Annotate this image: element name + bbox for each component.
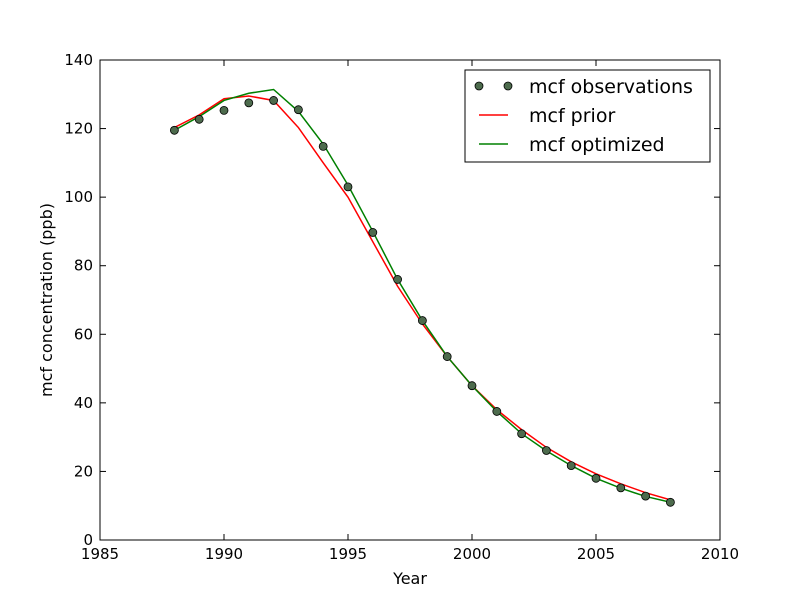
x-tick-label: 1995	[329, 545, 367, 563]
observation-marker	[169, 125, 179, 135]
y-tick-label: 140	[64, 51, 93, 69]
y-axis-label: mcf concentration (ppb)	[37, 203, 56, 397]
observation-marker	[517, 429, 526, 439]
y-tick-label: 0	[83, 531, 93, 549]
observation-marker	[442, 352, 452, 361]
x-axis-label: Year	[392, 569, 427, 588]
x-tick-label: 1990	[205, 545, 243, 563]
observation-marker	[666, 497, 675, 507]
observation-marker	[417, 316, 427, 325]
observation-marker	[641, 491, 650, 501]
y-tick-label: 20	[74, 462, 93, 480]
x-tick-label: 1985	[81, 545, 119, 563]
observation-marker	[343, 182, 353, 192]
axes-layer: 1985 1990 1995 2000 2005 2010 0 20 40 60 80 100 120 1…	[64, 51, 739, 563]
plot-layer	[169, 88, 675, 507]
legend-label: mcf observations	[529, 76, 693, 98]
y-tick-label: 80	[74, 257, 93, 275]
x-tick-label: 2005	[577, 545, 615, 563]
legend-label: mcf prior	[529, 105, 615, 127]
observation-marker	[318, 141, 328, 151]
observation-marker	[566, 461, 576, 471]
plot-frame	[99, 59, 721, 541]
legend-marker	[474, 81, 484, 91]
observation-marker	[269, 96, 279, 105]
legend-label: mcf optimized	[529, 134, 665, 156]
legend: mcf observations mcf prior mcf optimized	[464, 69, 711, 163]
y-tick-label: 120	[64, 120, 93, 138]
observation-marker	[219, 106, 229, 115]
x-tick-label: 2000	[453, 545, 491, 563]
y-tick-label: 40	[74, 394, 93, 412]
observation-marker	[194, 114, 204, 124]
observation-marker	[616, 483, 626, 493]
y-tick-label: 60	[74, 325, 93, 343]
observation-marker	[368, 228, 378, 237]
y-tick-label: 100	[64, 188, 93, 206]
observation-marker	[492, 407, 502, 416]
observation-marker	[244, 98, 254, 108]
x-tick-label: 2010	[701, 545, 739, 563]
observation-marker	[393, 275, 403, 284]
observation-marker	[591, 473, 601, 483]
observation-marker	[542, 446, 551, 455]
observation-marker	[467, 381, 477, 391]
observation-marker	[293, 105, 303, 115]
legend-marker	[503, 81, 513, 91]
